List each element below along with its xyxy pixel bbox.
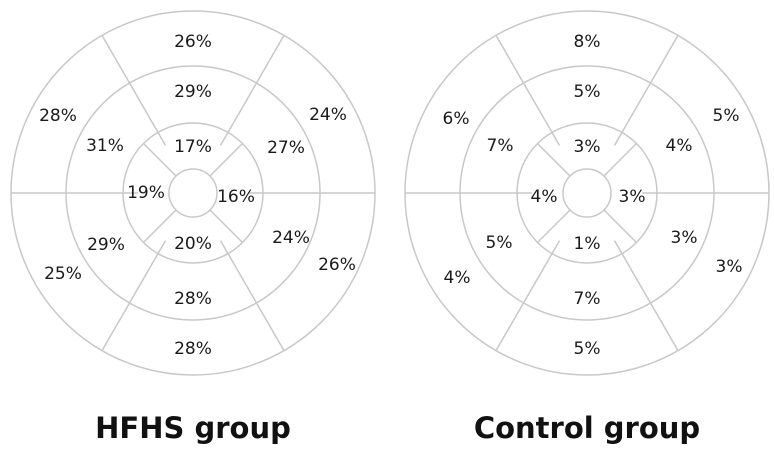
middle-segment-label: 28% xyxy=(174,289,212,309)
inner-segment-label: 3% xyxy=(574,137,601,157)
middle-segment-label: 27% xyxy=(267,138,305,158)
outer-segment-label: 5% xyxy=(713,106,740,126)
outer-segment-label: 28% xyxy=(174,339,212,359)
outer-segment-label: 25% xyxy=(44,264,82,284)
apex-ring xyxy=(168,168,218,218)
outer-segment-label: 4% xyxy=(444,268,471,288)
outer-segment-label: 26% xyxy=(174,32,212,52)
middle-segment-label: 29% xyxy=(87,235,125,255)
middle-segment-label: 29% xyxy=(174,82,212,102)
middle-segment-label: 3% xyxy=(671,228,698,248)
middle-segment-label: 31% xyxy=(86,136,124,156)
inner-segment-label: 16% xyxy=(217,187,255,207)
inner-segment-label: 3% xyxy=(619,187,646,207)
inner-segment-label: 4% xyxy=(531,187,558,207)
outer-segment-label: 5% xyxy=(574,339,601,359)
inner-segment-label: 19% xyxy=(127,183,165,203)
apex-ring xyxy=(562,168,612,218)
segment-dividers xyxy=(405,35,769,351)
middle-segment-label: 5% xyxy=(574,82,601,102)
middle-segment-label: 7% xyxy=(487,136,514,156)
middle-segment-label: 7% xyxy=(574,289,601,309)
inner-segment-label: 20% xyxy=(174,234,212,254)
hfhs-bullseye: 26% 24% 26% 28% 25% 28% 29% 27% 24% 28% … xyxy=(10,10,376,376)
outer-segment-label: 24% xyxy=(309,105,347,125)
outer-segment-label: 26% xyxy=(318,255,356,275)
middle-segment-label: 4% xyxy=(666,136,693,156)
inner-segment-label: 17% xyxy=(174,137,212,157)
outer-segment-label: 28% xyxy=(39,106,77,126)
outer-segment-label: 3% xyxy=(716,257,743,277)
inner-segment-label: 1% xyxy=(574,234,601,254)
middle-segment-label: 5% xyxy=(486,233,513,253)
outer-segment-label: 8% xyxy=(574,32,601,52)
segment-dividers xyxy=(11,35,375,351)
control-bullseye: 8% 5% 3% 5% 4% 6% 5% 4% 3% 7% 5% 7% 3% 3… xyxy=(404,10,770,376)
outer-segment-label: 6% xyxy=(443,109,470,129)
middle-segment-label: 24% xyxy=(272,228,310,248)
hfhs-group-title: HFHS group xyxy=(95,411,291,445)
control-group-title: Control group xyxy=(474,411,700,445)
